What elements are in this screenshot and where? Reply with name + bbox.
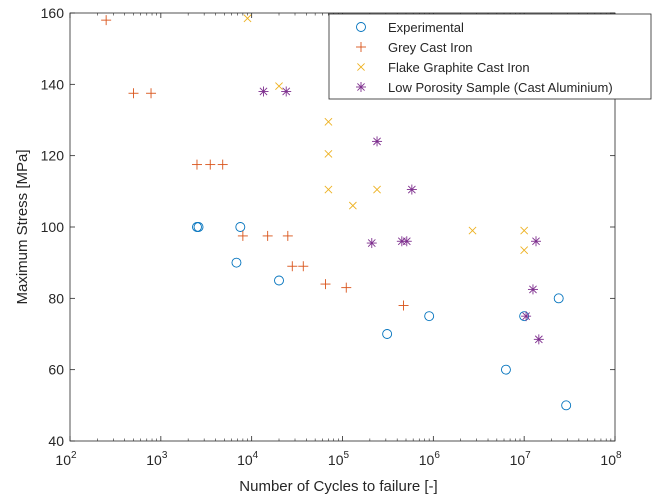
data-point [398, 300, 409, 311]
y-tick-label: 160 [41, 5, 65, 21]
legend-item: Flake Graphite Cast Iron [357, 60, 530, 75]
legend-item: Low Porosity Sample (Cast Aluminium) [356, 80, 613, 95]
x-tick-label: 102 [55, 450, 77, 468]
data-point [128, 88, 139, 99]
data-point [324, 149, 333, 158]
x-tick-exponent: 4 [253, 450, 259, 461]
x-tick-label: 103 [146, 450, 168, 468]
y-tick-label: 60 [48, 362, 64, 378]
data-point [324, 185, 333, 194]
data-point [382, 329, 393, 339]
data-point [146, 88, 157, 99]
x-tick-exponent: 3 [162, 450, 168, 461]
data-point [275, 82, 283, 91]
x-tick-label: 106 [419, 450, 441, 468]
data-point [401, 236, 412, 247]
data-point [348, 201, 357, 210]
series-1 [192, 222, 572, 411]
data-point [520, 246, 529, 255]
data-point [320, 279, 331, 290]
data-point [424, 311, 435, 322]
series-3 [243, 14, 529, 255]
x-axis-label: Number of Cycles to failure [-] [239, 478, 437, 495]
data-point [298, 261, 309, 272]
legend-marker [356, 82, 366, 92]
data-point [262, 230, 273, 241]
series-2 [101, 15, 409, 311]
y-tick-label: 80 [48, 290, 64, 306]
x-tick-base: 10 [55, 452, 71, 468]
data-point [274, 275, 284, 286]
data-marks [101, 14, 572, 411]
data-point [193, 222, 204, 232]
data-point [373, 185, 381, 194]
data-point [231, 257, 242, 268]
plot-frame [69, 12, 616, 442]
data-point [282, 230, 293, 241]
x-tick-label: 104 [237, 450, 259, 468]
legend-label: Experimental [388, 20, 464, 35]
x-tick-base: 10 [328, 452, 344, 468]
legend-marker [356, 42, 366, 52]
data-point [243, 14, 252, 23]
data-point [205, 159, 216, 170]
legend-marker [357, 63, 365, 71]
y-tick-label: 120 [41, 148, 65, 164]
x-tick-base: 10 [146, 452, 162, 468]
y-tick-label: 40 [48, 433, 64, 449]
data-point [217, 159, 228, 170]
x-tick-exponent: 6 [434, 450, 440, 461]
data-point [520, 226, 529, 235]
x-tick-base: 10 [419, 452, 435, 468]
data-point [287, 261, 298, 272]
x-tick-label: 107 [510, 450, 532, 468]
legend-label: Grey Cast Iron [388, 40, 473, 55]
data-point [500, 364, 511, 375]
legend-item: Grey Cast Iron [356, 40, 473, 55]
x-tick-base: 10 [237, 452, 253, 468]
legend: Experimental Grey Cast Iron Flake Graphite… [328, 13, 652, 100]
data-point [561, 400, 572, 411]
y-tick-label: 100 [41, 219, 65, 235]
x-tick-exponent: 5 [344, 450, 350, 461]
data-point [237, 230, 248, 241]
data-point [533, 334, 544, 345]
x-tick-exponent: 2 [71, 450, 77, 461]
x-tick-base: 10 [510, 452, 526, 468]
data-point [468, 226, 477, 235]
data-point [521, 311, 532, 322]
data-point [341, 282, 352, 293]
data-point [281, 86, 292, 97]
y-tick-label: 140 [41, 76, 65, 92]
x-tick-base: 10 [600, 452, 616, 468]
data-point [372, 136, 383, 147]
data-point [406, 184, 417, 195]
data-point [235, 222, 246, 232]
legend-marker [356, 22, 366, 32]
legend-item: Experimental [356, 20, 464, 35]
data-point [366, 238, 377, 249]
x-tick-label: 105 [328, 450, 350, 468]
x-tick-label: 108 [600, 450, 622, 468]
data-point [101, 15, 112, 26]
data-point [527, 284, 538, 295]
data-point [191, 159, 202, 170]
x-tick-exponent: 7 [525, 450, 531, 461]
x-tick-exponent: 8 [616, 450, 622, 461]
y-axis-label: Maximum Stress [MPa] [14, 149, 31, 304]
legend-label: Flake Graphite Cast Iron [388, 60, 530, 75]
series-4 [258, 86, 544, 345]
legend-box [328, 13, 652, 100]
legend-label: Low Porosity Sample (Cast Aluminium) [388, 80, 613, 95]
data-point [258, 86, 269, 97]
data-point [324, 117, 333, 126]
data-point [531, 236, 542, 247]
data-point [553, 293, 564, 304]
